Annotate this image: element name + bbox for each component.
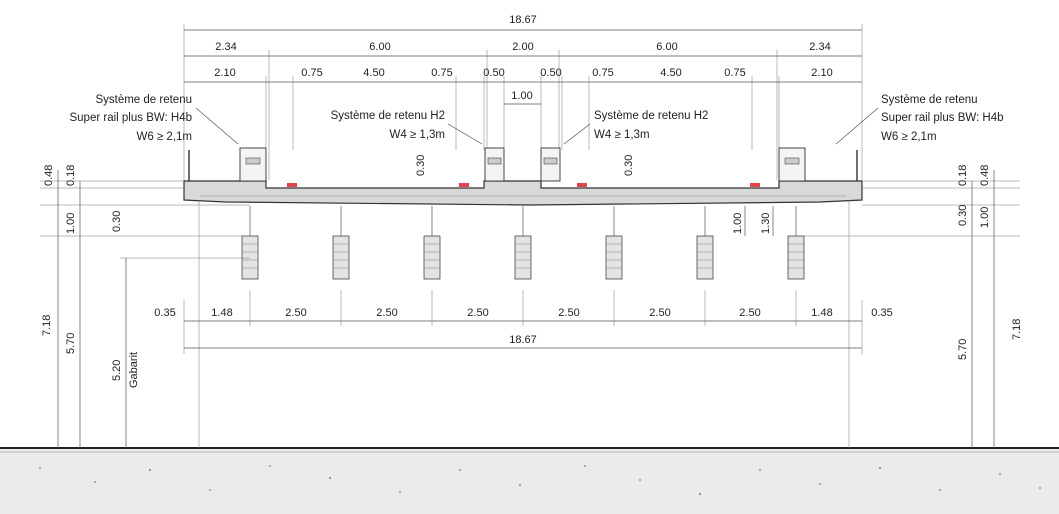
dim-row1-2: 6.00 <box>369 41 390 53</box>
dim-bottom-9: 1.48 <box>811 307 832 319</box>
label-mid-right-line1: Système de retenu H2 <box>594 110 708 122</box>
bridge-deck <box>183 180 863 206</box>
dim-row1: 2.34 6.00 2.00 6.00 2.34 <box>184 41 862 180</box>
dim-row2-6: 0.50 <box>540 67 561 79</box>
label-right-line2: Super rail plus BW: H4b <box>881 112 1004 124</box>
dim-center-100: 1.00 <box>732 213 744 234</box>
label-right-barrier: Système de retenu Super rail plus BW: H4… <box>835 94 1004 145</box>
dim-row2-3: 4.50 <box>363 67 384 79</box>
barrier-right <box>778 147 806 182</box>
barrier-left <box>239 147 267 182</box>
barrier-mid-right <box>540 147 561 182</box>
dim-bottom-3: 2.50 <box>285 307 306 319</box>
dim-bottom-10: 0.35 <box>871 307 892 319</box>
dim-thick-b: 0.30 <box>623 155 635 176</box>
dim-row2-8: 4.50 <box>660 67 681 79</box>
label-mid-left-line2: W4 ≥ 1,3m <box>389 129 445 141</box>
dim-gabarit-value: 5.20 <box>111 360 123 381</box>
label-left-line2: Super rail plus BW: H4b <box>69 112 192 124</box>
dim-right-718: 7.18 <box>1011 319 1023 340</box>
label-mid-right-line2: W4 ≥ 1,3m <box>594 129 650 141</box>
dim-right-018: 0.18 <box>957 165 969 186</box>
dim-gabarit-label: Gabarit <box>128 352 140 388</box>
label-right-line3: W6 ≥ 2,1m <box>881 131 937 143</box>
dim-bottom-2: 1.48 <box>211 307 232 319</box>
dim-right-100: 1.00 <box>979 207 991 228</box>
dim-row2: 2.10 0.75 4.50 0.75 0.50 0.50 0.75 4.50 … <box>184 67 862 150</box>
dim-bottom-1: 0.35 <box>154 307 175 319</box>
dim-row2-2: 0.75 <box>301 67 322 79</box>
dim-median-label: 1.00 <box>511 90 532 102</box>
ground-speckles <box>39 465 1041 496</box>
dim-bottom-7: 2.50 <box>649 307 670 319</box>
dim-right-vertical: 0.18 0.48 0.30 1.00 5.70 7.18 <box>804 165 1023 448</box>
dim-median: 1.00 <box>504 90 541 105</box>
pier-hatching <box>242 243 804 269</box>
dim-row2-4: 0.75 <box>431 67 452 79</box>
dim-left-030: 0.30 <box>111 211 123 232</box>
dim-left-018: 0.18 <box>65 165 77 186</box>
dim-total-bottom-label: 18.67 <box>509 334 537 346</box>
dim-bottom-6: 2.50 <box>558 307 579 319</box>
label-mid-left-barrier: Système de retenu H2 W4 ≥ 1,3m <box>331 110 483 145</box>
dim-left-048: 0.48 <box>43 165 55 186</box>
label-mid-left-line1: Système de retenu H2 <box>331 110 445 122</box>
dim-row2-1: 2.10 <box>214 67 235 79</box>
dim-bottom-5: 2.50 <box>467 307 488 319</box>
dim-row2-9: 0.75 <box>724 67 745 79</box>
dim-total-bottom: 18.67 <box>183 326 863 354</box>
dim-row2-7: 0.75 <box>592 67 613 79</box>
dim-left-100: 1.00 <box>65 213 77 234</box>
marker-4 <box>750 183 760 187</box>
dim-left-vertical: 0.48 0.18 1.00 0.30 7.18 5.70 5.20 Gabar… <box>40 165 250 448</box>
label-left-barrier: Système de retenu Super rail plus BW: H4… <box>69 94 239 145</box>
dim-thick-a: 0.30 <box>415 155 427 176</box>
dim-bottom-8: 2.50 <box>739 307 760 319</box>
dim-left-718: 7.18 <box>41 315 53 336</box>
dim-row2-5: 0.50 <box>483 67 504 79</box>
dim-bottom-4: 2.50 <box>376 307 397 319</box>
dim-center-130: 1.30 <box>760 213 772 234</box>
dim-row1-4: 6.00 <box>656 41 677 53</box>
dim-right-570: 5.70 <box>957 339 969 360</box>
dim-total-top-label: 18.67 <box>509 14 537 26</box>
dim-row1-5: 2.34 <box>809 41 830 53</box>
dim-row1-1: 2.34 <box>215 41 236 53</box>
dim-bottom-row: 0.35 1.48 2.50 2.50 2.50 2.50 2.50 2.50 … <box>154 290 893 326</box>
label-left-line1: Système de retenu <box>95 94 192 106</box>
marker-3 <box>577 183 587 187</box>
dim-right-030: 0.30 <box>957 205 969 226</box>
marker-1 <box>287 183 297 187</box>
dim-total-top: 18.67 <box>183 14 863 180</box>
label-left-line3: W6 ≥ 2,1m <box>136 131 192 143</box>
ground <box>0 448 1059 514</box>
dim-row1-3: 2.00 <box>512 41 533 53</box>
barrier-mid-left <box>484 147 505 182</box>
dim-left-570: 5.70 <box>65 333 77 354</box>
dim-row2-10: 2.10 <box>811 67 832 79</box>
label-right-line1: Système de retenu <box>881 94 978 106</box>
marker-2 <box>459 183 469 187</box>
label-mid-right-barrier: Système de retenu H2 W4 ≥ 1,3m <box>563 110 708 145</box>
dim-right-048: 0.48 <box>979 165 991 186</box>
